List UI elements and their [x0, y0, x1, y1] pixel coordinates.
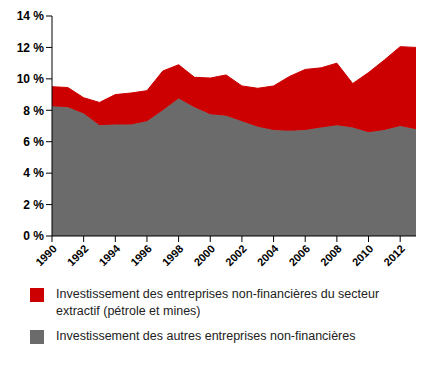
- svg-text:2006: 2006: [286, 242, 312, 268]
- svg-text:1994: 1994: [96, 242, 122, 268]
- svg-text:2 %: 2 %: [23, 198, 44, 212]
- svg-text:14 %: 14 %: [17, 9, 45, 23]
- svg-text:1990: 1990: [33, 242, 59, 268]
- svg-text:2002: 2002: [223, 242, 249, 268]
- svg-text:8 %: 8 %: [23, 104, 44, 118]
- svg-text:2012: 2012: [381, 242, 407, 268]
- svg-text:1996: 1996: [128, 242, 154, 268]
- svg-text:2004: 2004: [255, 242, 281, 268]
- svg-text:2008: 2008: [318, 242, 344, 268]
- svg-text:10 %: 10 %: [17, 72, 45, 86]
- svg-text:4 %: 4 %: [23, 166, 44, 180]
- svg-text:6 %: 6 %: [23, 135, 44, 149]
- svg-text:2000: 2000: [191, 242, 217, 268]
- svg-text:1998: 1998: [160, 242, 186, 268]
- svg-text:0 %: 0 %: [23, 229, 44, 243]
- svg-text:2010: 2010: [350, 242, 376, 268]
- html-text:Investissement des entreprises: Investissement des entreprises non-finan…: [56, 287, 380, 318]
- svg-text:12 %: 12 %: [17, 41, 45, 55]
- html-text:Investissement des autres entr: Investissement des autres entreprises no…: [56, 329, 356, 343]
- svg-text:1992: 1992: [65, 242, 91, 268]
